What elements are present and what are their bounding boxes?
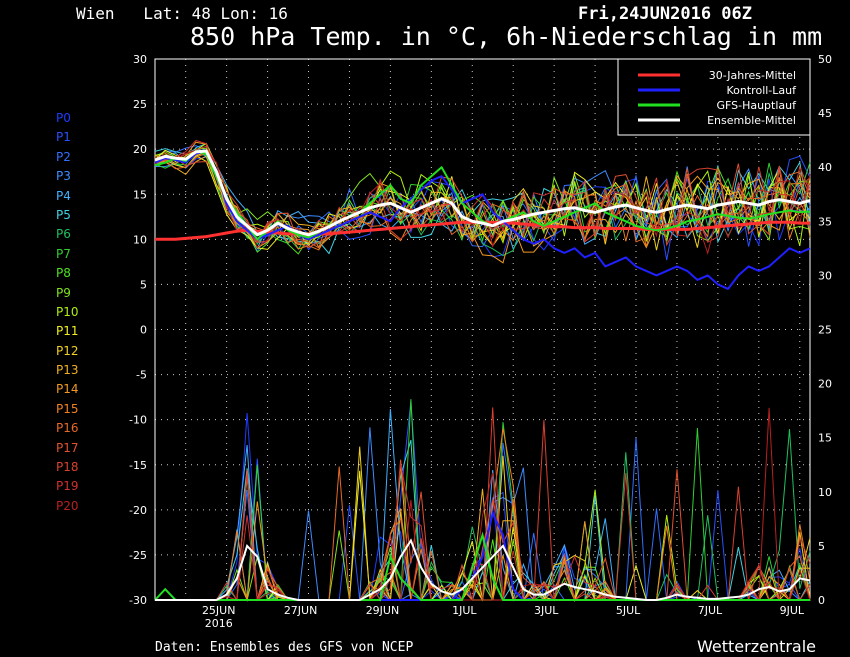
y-left-tick-label: 0 [140, 324, 147, 337]
y-right-tick-label: 0 [818, 594, 825, 607]
legend-label: GFS-Hauptlauf [716, 99, 797, 112]
member-label-p0: P0 [56, 111, 71, 125]
y-right-tick-label: 40 [818, 161, 832, 174]
member-precip-line [155, 407, 811, 602]
brand-label: Wetterzentrale [697, 637, 817, 656]
member-label-list: P0 P1 P2 P3 P4 P5 P6 P7 P8 P9 P10 P11 P12 P13 P14 P15 P1… [56, 109, 79, 516]
member-label-p6: P6 [56, 227, 71, 242]
y-left-tick-label: 25 [133, 98, 147, 111]
x-tick-label: 1JUL [452, 604, 477, 617]
x-tick-label: 9JUL [780, 604, 805, 617]
temp-line-ensemble-mittel [154, 149, 811, 237]
legend-box [617, 58, 811, 136]
y-left-tick-label: 20 [133, 143, 147, 156]
x-tick-label: 3JUL [534, 604, 559, 617]
x-tick-label: 27JUN [284, 604, 318, 617]
y-right-tick-label: 45 [818, 107, 832, 120]
y-left-tick-label: 15 [133, 188, 147, 201]
y-right-tick-label: 10 [818, 486, 832, 499]
y-left-tick-label: -30 [129, 594, 147, 607]
member-temp-line [154, 145, 811, 247]
temp-line-kontroll-lauf [154, 150, 811, 290]
y-right-tick-label: 5 [818, 540, 825, 553]
legend-label: 30-Jahres-Mittel [709, 69, 796, 82]
legend-label: Ensemble-Mittel [707, 114, 796, 127]
y-left-tick-label: -25 [129, 549, 147, 562]
member-precip-line [155, 459, 811, 602]
precip-line-gfs-hauptlauf [154, 531, 810, 601]
y-left-tick-label: -15 [129, 459, 147, 472]
member-label-p10: P10 [56, 304, 79, 319]
member-label-p1: P1 [56, 130, 71, 145]
run-date-label: Fri,24JUN2016 06Z [578, 4, 752, 24]
y-right-tick-label: 25 [818, 324, 832, 337]
member-temp-line [154, 142, 811, 246]
member-label-p4: P4 [56, 188, 71, 203]
member-label-p17: P17 [56, 440, 79, 455]
x-tick-label: 25JUN [202, 604, 236, 617]
y-left-tick-label: -5 [136, 369, 147, 382]
member-label-p16: P16 [56, 421, 79, 436]
member-label-p13: P13 [56, 363, 79, 378]
member-label-p2: P2 [56, 149, 71, 164]
y-left-tick-label: -10 [129, 414, 147, 427]
member-label-p5: P5 [56, 207, 71, 222]
member-label-p19: P19 [56, 479, 79, 494]
y-left-tick-label: 10 [133, 233, 147, 246]
member-label-p9: P9 [56, 285, 71, 300]
y-left-tick-label: 5 [140, 278, 147, 291]
member-label-p12: P12 [56, 343, 79, 358]
y-right-tick-label: 30 [818, 269, 832, 282]
x-tick-label: 5JUL [616, 604, 641, 617]
member-temp-line [154, 151, 811, 255]
y-right-tick-label: 15 [818, 432, 832, 445]
y-left-tick-label: -20 [129, 504, 147, 517]
member-temp-line [154, 149, 811, 255]
member-label-p20: P20 [56, 498, 79, 513]
y-left-tick-label: 30 [133, 53, 147, 66]
chart-title: 850 hPa Temp. in °C, 6h-Niederschlag in … [190, 22, 823, 51]
y-right-tick-label: 35 [818, 215, 832, 228]
precip-line-ensemble-mittel [155, 538, 811, 601]
member-label-p14: P14 [56, 382, 79, 397]
member-label-p15: P15 [56, 401, 79, 416]
member-label-p11: P11 [56, 324, 79, 339]
x-tick-label: 29JUN [366, 604, 400, 617]
location-label: Wien Lat: 48 Lon: 16 [76, 4, 288, 23]
x-tick-label: 2016 [205, 617, 233, 630]
member-label-p8: P8 [56, 266, 71, 281]
data-source-label: Daten: Ensembles des GFS von NCEP [155, 640, 414, 655]
y-right-tick-label: 50 [818, 53, 832, 66]
member-temp-line [154, 147, 811, 244]
member-precip-line [155, 429, 811, 602]
member-label-p3: P3 [56, 169, 71, 184]
member-temp-line [154, 149, 810, 250]
member-label-p18: P18 [56, 460, 79, 475]
legend-label: Kontroll-Lauf [727, 84, 798, 97]
y-right-tick-label: 20 [818, 378, 832, 391]
x-tick-label: 7JUL [698, 604, 723, 617]
member-label-p7: P7 [56, 246, 71, 261]
